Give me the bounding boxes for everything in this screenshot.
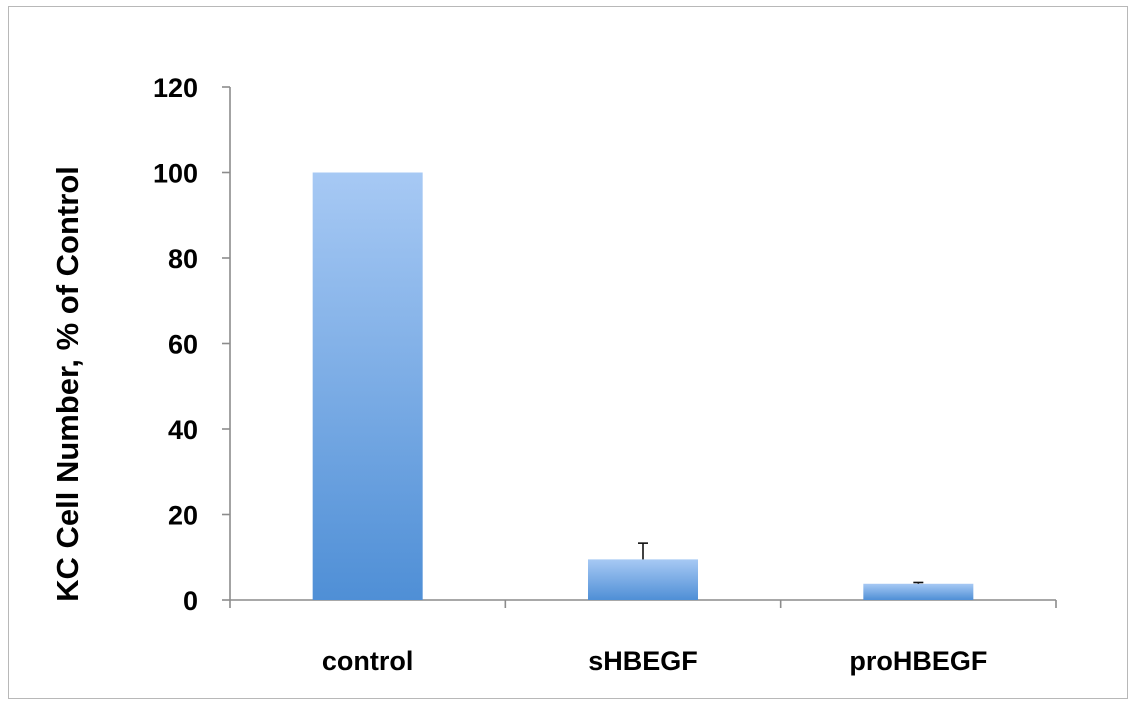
y-tick-label: 0: [183, 586, 198, 616]
x-axis: control sHBEGF proHBEGF: [229, 599, 1057, 676]
y-tick-label: 80: [168, 244, 198, 274]
y-axis: 0 20 40 60 80 100 120: [153, 73, 231, 616]
error-bars: [638, 542, 924, 584]
y-tick-label: 20: [168, 501, 198, 531]
x-category-label: sHBEGF: [588, 646, 698, 676]
bar: [863, 583, 974, 600]
x-category-label: proHBEGF: [849, 646, 987, 676]
x-category-label: control: [322, 646, 414, 676]
y-axis-title: KC Cell Number, % of Control: [50, 166, 85, 602]
bars: [312, 172, 974, 600]
chart-frame: [8, 6, 1128, 699]
y-tick-label: 100: [153, 159, 198, 189]
bar: [312, 172, 423, 600]
bar: [588, 559, 698, 600]
y-tick-label: 40: [168, 415, 198, 445]
y-tick-label: 60: [168, 330, 198, 360]
y-tick-label: 120: [153, 73, 198, 103]
